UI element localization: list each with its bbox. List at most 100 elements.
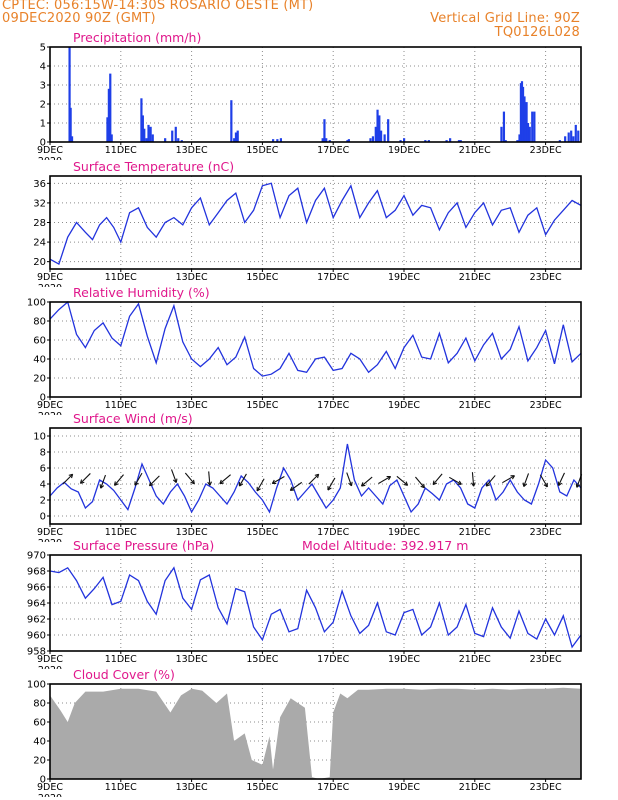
series-line-pressure <box>49 566 582 649</box>
precip-bar <box>107 88 110 142</box>
precip-bar <box>449 138 452 142</box>
x-tick-label: 15DEC <box>246 145 278 156</box>
wind-direction-arrow <box>62 473 74 485</box>
y-tick-label: 60 <box>33 336 46 347</box>
precip-bar <box>459 140 462 142</box>
precip-bar <box>234 132 238 142</box>
x-year-label: 2020 <box>38 793 62 800</box>
x-tick-label: 21DEC <box>459 145 491 156</box>
wind-direction-arrow <box>502 475 515 484</box>
x-tick-label: 11DEC <box>105 782 137 793</box>
x-tick-label: 23DEC <box>530 782 562 793</box>
series-line-humidity <box>49 300 582 377</box>
x-tick-label: 21DEC <box>459 654 491 665</box>
precip-bar <box>500 126 503 142</box>
y-tick-label: 4 <box>40 62 46 73</box>
wind-direction-arrow <box>238 473 247 487</box>
x-tick-label: 9DEC <box>37 654 63 665</box>
header-run-date: 09DEC2020 90Z (GMT) <box>2 11 156 26</box>
x-year-label: 2020 <box>38 538 62 549</box>
x-tick-label: 17DEC <box>317 400 349 411</box>
precip-bar <box>272 139 275 142</box>
y-tick-label: 0 <box>40 775 46 786</box>
panel-temperature: 20 24 28 32 36 9DEC 11DEC 13DEC 15DEC 17DEC 19DEC 2… <box>33 159 582 294</box>
y-tick-label: 1 <box>40 119 46 130</box>
precip-bar <box>371 136 375 142</box>
wind-direction-arrow <box>170 469 178 483</box>
x-tick-label: 17DEC <box>317 145 349 156</box>
wind-direction-arrow <box>256 478 265 492</box>
series-line-temperature <box>49 182 582 266</box>
x-tick-label: 11DEC <box>105 400 137 411</box>
panel-precipitation: 0 1 2 3 4 5 9DEC 11DEC 13DEC 15DEC 17DEC 19DEC 21DEC… <box>37 30 582 167</box>
y-tick-label: 20 <box>33 374 46 385</box>
precip-bar <box>276 139 279 142</box>
precip-bar <box>528 126 531 142</box>
x-tick-label: 11DEC <box>105 654 137 665</box>
precip-bar <box>558 140 561 142</box>
wind-direction-arrow <box>308 473 320 485</box>
precip-bar <box>518 134 521 142</box>
precip-bar <box>109 73 112 142</box>
x-tick-label: 9DEC <box>37 272 63 283</box>
panel-frame <box>49 175 582 270</box>
x-tick-label: 19DEC <box>388 400 420 411</box>
x-tick-label: 17DEC <box>317 654 349 665</box>
y-tick-label: 4 <box>40 480 46 491</box>
cloud-cover-area <box>50 687 581 779</box>
wind-direction-arrow <box>113 474 124 486</box>
x-tick-label: 19DEC <box>388 145 420 156</box>
precip-bar <box>140 98 143 142</box>
x-tick-label: 15DEC <box>246 400 278 411</box>
x-tick-label: 21DEC <box>459 272 491 283</box>
x-tick-label: 17DEC <box>317 782 349 793</box>
x-tick-label: 21DEC <box>459 400 491 411</box>
y-tick-label: 2 <box>40 496 46 507</box>
x-tick-label: 23DEC <box>530 272 562 283</box>
y-tick-label: 968 <box>27 567 46 578</box>
x-tick-label: 13DEC <box>176 400 208 411</box>
x-year-label: 2020 <box>38 411 62 422</box>
x-year-label: 2020 <box>38 156 62 167</box>
y-tick-label: 60 <box>33 718 46 729</box>
wind-direction-arrow <box>485 475 496 487</box>
y-tick-label: 0 <box>40 393 46 404</box>
precip-bar <box>151 134 154 142</box>
precip-bar <box>174 126 177 142</box>
precip-bar <box>574 124 577 142</box>
y-tick-label: 80 <box>33 317 46 328</box>
precip-bar <box>570 130 573 142</box>
precip-bar <box>387 119 390 142</box>
precip-bar <box>177 138 180 142</box>
panel-annotation: Model Altitude: 392.917 m <box>302 538 468 553</box>
x-tick-label: 13DEC <box>176 145 208 156</box>
panel-wind: 0 2 4 6 8 10 9DEC 11DEC 13DEC 15DEC 17DEC 19DEC 21DE… <box>33 411 583 549</box>
y-tick-label: 24 <box>33 238 46 249</box>
header-model-id: TQ0126L028 <box>494 25 580 40</box>
x-tick-label: 15DEC <box>246 654 278 665</box>
y-tick-label: 28 <box>33 218 46 229</box>
series-line-wind <box>49 443 582 514</box>
precip-bar <box>533 111 536 142</box>
panel-title-humidity: Relative Humidity (%) <box>73 285 210 300</box>
x-year-label: 2020 <box>38 283 62 294</box>
wind-direction-arrow <box>184 472 195 485</box>
precip-bar <box>141 115 144 142</box>
precip-bar <box>531 111 534 142</box>
y-tick-label: 966 <box>27 583 46 594</box>
wind-direction-arrow <box>148 475 160 487</box>
x-tick-label: 21DEC <box>459 527 491 538</box>
precip-bar <box>445 140 448 142</box>
x-tick-label: 11DEC <box>105 145 137 156</box>
precip-bar <box>328 140 331 142</box>
panel-frame <box>49 554 582 652</box>
panel-frame <box>49 46 582 143</box>
precip-bar <box>378 115 381 142</box>
x-tick-label: 9DEC <box>37 782 63 793</box>
precip-bar <box>230 100 233 142</box>
x-tick-label: 17DEC <box>317 272 349 283</box>
wind-direction-arrow <box>470 472 476 487</box>
precip-bar <box>383 134 386 142</box>
precip-bar <box>180 140 183 142</box>
y-tick-label: 3 <box>40 81 46 92</box>
